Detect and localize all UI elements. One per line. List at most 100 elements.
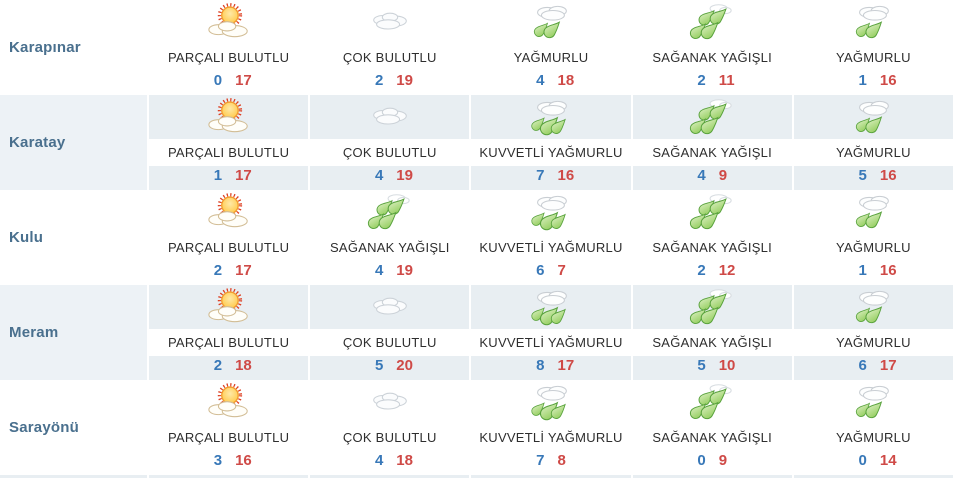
- forecast-row: Kulu PARÇALI BULUTLU 2 17 SAĞANAK YAĞIŞL…: [0, 190, 953, 285]
- next-row-peek: [0, 475, 953, 478]
- rain-icon: [850, 2, 896, 42]
- partly-cloudy-icon: [206, 382, 252, 422]
- min-temp: 0: [858, 452, 867, 469]
- next-row-peek-segment: [149, 475, 309, 478]
- partly-cloudy-icon: [206, 287, 252, 327]
- forecast-cell: SAĞANAK YAĞIŞLI 4 9: [632, 95, 792, 190]
- city-cell: Kulu: [0, 190, 147, 285]
- min-temp: 6: [536, 262, 545, 279]
- condition-label: SAĞANAK YAĞIŞLI: [652, 145, 772, 160]
- showers-icon: [689, 192, 735, 232]
- condition-label: PARÇALI BULUTLU: [167, 50, 290, 65]
- min-temp: 1: [858, 262, 867, 279]
- city-cell: Karatay: [0, 95, 147, 190]
- max-temp: 17: [879, 357, 897, 374]
- min-temp: 4: [697, 167, 706, 184]
- min-temp: 2: [213, 357, 223, 374]
- max-temp: 19: [396, 167, 413, 184]
- showers-icon: [367, 192, 413, 232]
- forecast-cell: SAĞANAK YAĞIŞLI 2 11: [632, 0, 792, 95]
- max-temp: 9: [718, 167, 728, 184]
- forecast-cell: ÇOK BULUTLU 4 18: [310, 380, 470, 475]
- heavy-rain-icon: [528, 287, 574, 327]
- condition-label: SAĞANAK YAĞIŞLI: [652, 50, 772, 65]
- min-temp: 3: [213, 452, 223, 469]
- max-temp: 12: [718, 262, 736, 279]
- min-temp: 2: [213, 262, 223, 279]
- max-temp: 8: [557, 452, 566, 469]
- forecast-cell: SAĞANAK YAĞIŞLI 4 19: [310, 190, 470, 285]
- forecast-cell: KUVVETLİ YAĞMURLU 6 7: [471, 190, 631, 285]
- heavy-rain-icon: [528, 97, 574, 137]
- condition-label: KUVVETLİ YAĞMURLU: [479, 240, 623, 255]
- heavy-rain-icon: [528, 382, 574, 422]
- condition-label: YAĞMURLU: [836, 335, 911, 350]
- min-temp: 1: [213, 167, 223, 184]
- cloudy-icon: [367, 382, 413, 422]
- forecast-cell: PARÇALI BULUTLU 0 17: [149, 0, 309, 95]
- min-temp: 2: [697, 72, 706, 89]
- next-row-peek-segment: [793, 475, 953, 478]
- forecast-row: Karatay PARÇALI BULUTLU 1 17 ÇOK BULUTLU…: [0, 95, 953, 190]
- forecast-cell: YAĞMURLU 1 16: [793, 190, 953, 285]
- forecast-row: Karapınar PARÇALI BULUTLU 0 17 ÇOK BULUT…: [0, 0, 953, 95]
- max-temp: 19: [396, 72, 413, 89]
- forecast-cell: YAĞMURLU 1 16: [793, 0, 953, 95]
- condition-label: SAĞANAK YAĞIŞLI: [652, 335, 772, 350]
- rain-icon: [850, 382, 896, 422]
- min-temp: 2: [697, 262, 706, 279]
- forecast-cell: ÇOK BULUTLU 2 19: [310, 0, 470, 95]
- max-temp: 9: [718, 452, 728, 469]
- condition-label: KUVVETLİ YAĞMURLU: [479, 430, 623, 445]
- showers-icon: [689, 287, 735, 327]
- min-temp: 4: [536, 72, 545, 89]
- max-temp: 17: [235, 262, 252, 279]
- min-temp: 0: [697, 452, 706, 469]
- max-temp: 11: [718, 72, 735, 89]
- min-temp: 5: [697, 357, 706, 374]
- city-cell: Karapınar: [0, 0, 147, 95]
- partly-cloudy-icon: [206, 97, 252, 137]
- city-label: Meram: [9, 324, 59, 341]
- condition-label: YAĞMURLU: [836, 240, 911, 255]
- partly-cloudy-icon: [206, 2, 252, 42]
- forecast-cell: PARÇALI BULUTLU 1 17: [149, 95, 309, 190]
- rain-icon: [850, 97, 896, 137]
- min-temp: 7: [536, 452, 545, 469]
- forecast-cell: YAĞMURLU 5 16: [793, 95, 953, 190]
- city-label: Karapınar: [9, 39, 81, 56]
- condition-label: SAĞANAK YAĞIŞLI: [652, 430, 772, 445]
- condition-label: YAĞMURLU: [513, 50, 589, 65]
- max-temp: 19: [396, 262, 413, 279]
- max-temp: 16: [879, 262, 897, 279]
- city-label: Kulu: [9, 229, 44, 246]
- forecast-cell: KUVVETLİ YAĞMURLU 7 16: [471, 95, 631, 190]
- max-temp: 16: [557, 167, 575, 184]
- max-temp: 18: [396, 452, 413, 469]
- min-temp: 0: [213, 72, 223, 89]
- cloudy-icon: [367, 2, 413, 42]
- condition-label: YAĞMURLU: [836, 50, 911, 65]
- forecast-cell: ÇOK BULUTLU 5 20: [310, 285, 470, 380]
- max-temp: 16: [879, 72, 897, 89]
- max-temp: 18: [235, 357, 252, 374]
- condition-label: ÇOK BULUTLU: [342, 430, 437, 445]
- heavy-rain-icon: [528, 192, 574, 232]
- next-row-peek-segment: [632, 475, 792, 478]
- city-label: Karatay: [9, 134, 66, 151]
- max-temp: 17: [557, 357, 575, 374]
- condition-label: KUVVETLİ YAĞMURLU: [479, 145, 623, 160]
- condition-label: KUVVETLİ YAĞMURLU: [479, 335, 623, 350]
- max-temp: 18: [557, 72, 575, 89]
- min-temp: 7: [536, 167, 545, 184]
- rain-icon: [850, 192, 896, 232]
- max-temp: 17: [235, 167, 252, 184]
- condition-label: ÇOK BULUTLU: [342, 335, 437, 350]
- min-temp: 6: [858, 357, 867, 374]
- max-temp: 7: [557, 262, 566, 279]
- min-temp: 4: [374, 262, 384, 279]
- next-row-peek-segment: [471, 475, 631, 478]
- condition-label: YAĞMURLU: [836, 430, 911, 445]
- forecast-row: Meram PARÇALI BULUTLU 2 18 ÇOK BULUTLU 5…: [0, 285, 953, 380]
